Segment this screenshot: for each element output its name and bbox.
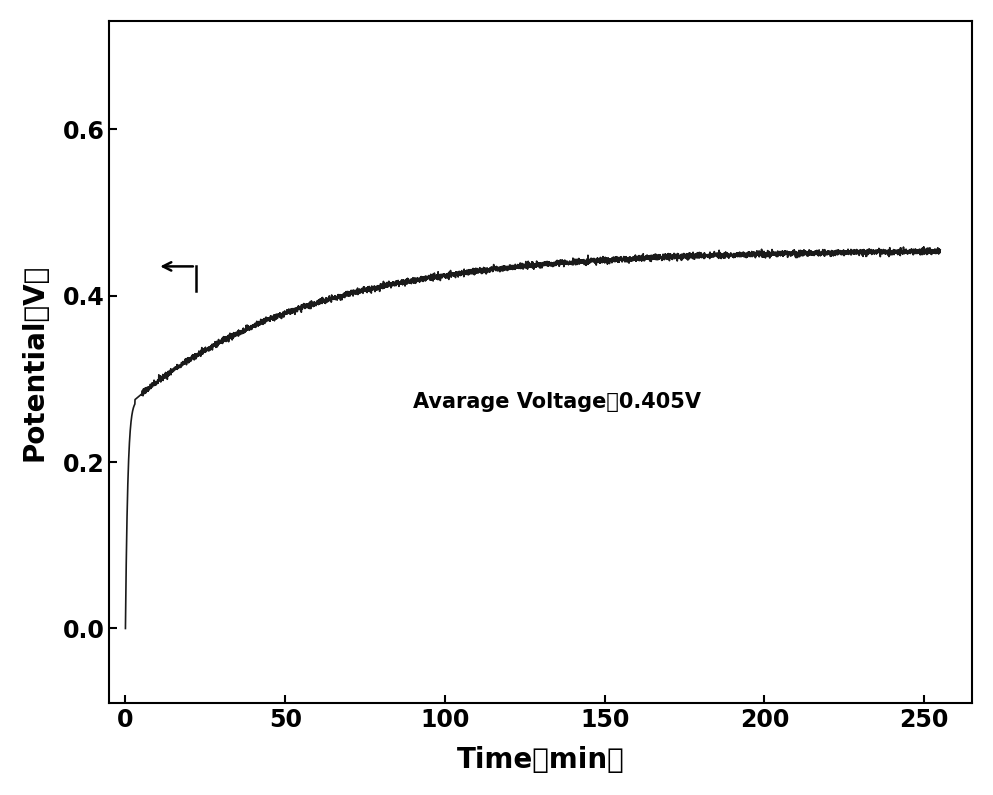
Text: Avarage Voltage：0.405V: Avarage Voltage：0.405V bbox=[413, 392, 701, 412]
X-axis label: Time（min）: Time（min） bbox=[457, 747, 625, 774]
Y-axis label: Potential（V）: Potential（V） bbox=[21, 263, 49, 461]
